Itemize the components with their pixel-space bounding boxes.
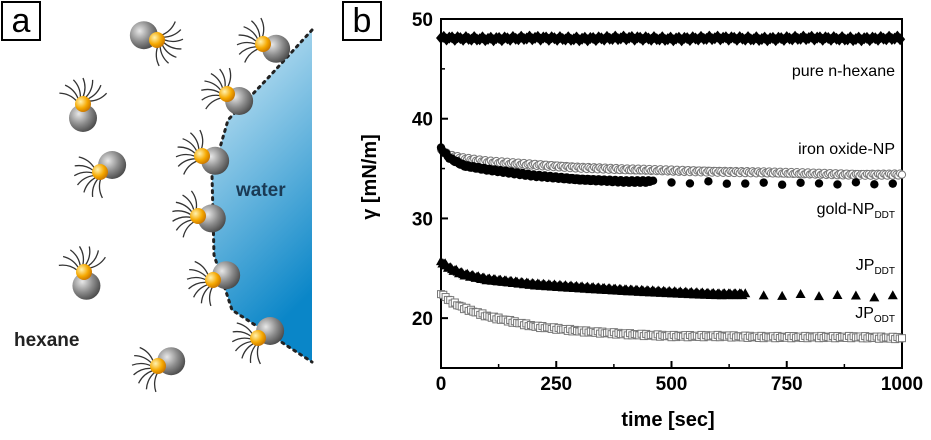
- janus-particle: [73, 151, 127, 199]
- data-point: [722, 179, 732, 188]
- panel-b-letter: b: [342, 1, 382, 41]
- data-point: [796, 178, 805, 187]
- janus-particle: [131, 346, 186, 393]
- x-tick-label: 250: [540, 374, 572, 395]
- data-point: [850, 290, 861, 300]
- chart-axes: 0 250 500 750 1000 20 30 40 50: [412, 10, 923, 395]
- gold-core: [255, 36, 271, 52]
- interface-schematic: water hexane: [14, 17, 314, 393]
- y-axis-label: γ [mN/m]: [359, 134, 381, 220]
- series-label: JPODT: [855, 305, 895, 325]
- data-point: [741, 179, 750, 188]
- silica-sphere: [69, 104, 97, 132]
- water-label: water: [235, 180, 286, 201]
- data-point: [758, 290, 769, 300]
- janus-particle: [58, 246, 106, 300]
- series-labels: pure n-hexane iron oxide-NP gold-NPDDT JPDD…: [792, 63, 895, 325]
- silica-sphere: [197, 204, 226, 233]
- data-point: [895, 33, 906, 46]
- gold-core: [205, 272, 221, 288]
- janus-particle: [236, 17, 291, 63]
- gold-core: [219, 86, 235, 102]
- y-tick-label: 50: [412, 10, 433, 31]
- janus-particle: [129, 21, 184, 67]
- data-point: [777, 290, 788, 300]
- x-axis-label: time [sec]: [621, 409, 714, 431]
- y-tick-label: 20: [412, 309, 433, 330]
- janus-particles: [58, 17, 291, 393]
- silica-sphere: [72, 271, 101, 300]
- surface-tension-chart: 0 250 500 750 1000 20 30 40 50 pure n-hexane iron…: [359, 10, 923, 431]
- x-tick-label: 750: [771, 374, 803, 395]
- janus-particle: [201, 67, 254, 115]
- gold-core: [92, 164, 108, 180]
- gold-core: [75, 96, 91, 112]
- data-point: [795, 289, 806, 299]
- data-point: [648, 176, 658, 185]
- data-point: [685, 179, 695, 188]
- series-label: iron oxide-NP: [798, 141, 895, 158]
- data-point: [814, 291, 825, 301]
- series-4: [437, 290, 906, 344]
- data-point: [869, 292, 880, 302]
- x-tick-label: 1000: [881, 374, 923, 395]
- janus-particle: [175, 129, 230, 175]
- data-point: [887, 290, 898, 300]
- series-label: pure n-hexane: [792, 63, 895, 80]
- data-point: [888, 179, 897, 188]
- data-point: [667, 178, 676, 187]
- data-point: [898, 334, 906, 343]
- data-point: [759, 178, 768, 187]
- janus-particle: [186, 260, 241, 307]
- interface-line: [210, 28, 314, 364]
- data-point: [897, 170, 907, 179]
- data-point: [704, 177, 713, 186]
- y-tick-label: 40: [412, 110, 433, 131]
- gold-core: [190, 208, 206, 224]
- series-label: JPDDT: [856, 257, 895, 277]
- gold-core: [149, 32, 165, 48]
- gold-core: [250, 330, 266, 346]
- gold-core: [76, 264, 92, 280]
- janus-particle: [231, 317, 285, 365]
- gold-core: [194, 148, 210, 164]
- panel-a-schematic: a water hexane: [0, 0, 340, 435]
- panel-b-chart: b 0 250 500 750 1000 20 30 40 50 pure n-hexane ir…: [340, 0, 931, 435]
- y-tick-label: 30: [412, 209, 433, 230]
- x-tick-label: 500: [656, 374, 688, 395]
- janus-particle: [59, 77, 108, 132]
- x-tick-label: 0: [436, 374, 447, 395]
- data-point: [740, 288, 751, 298]
- chart-marks: [436, 30, 907, 344]
- data-point: [505, 33, 516, 46]
- series-2: [436, 143, 897, 189]
- panel-a-letter: a: [1, 1, 41, 41]
- hexane-label: hexane: [14, 330, 79, 351]
- gold-core: [150, 358, 166, 374]
- data-point: [832, 290, 843, 300]
- series-label: gold-NPDDT: [817, 201, 895, 221]
- series-3: [436, 256, 898, 302]
- series-0: [436, 30, 906, 47]
- janus-particle: [172, 190, 226, 238]
- data-point: [777, 180, 787, 189]
- data-point: [870, 180, 879, 189]
- data-point: [833, 180, 842, 189]
- data-point: [814, 179, 824, 188]
- data-point: [851, 178, 861, 187]
- data-point: [806, 30, 817, 43]
